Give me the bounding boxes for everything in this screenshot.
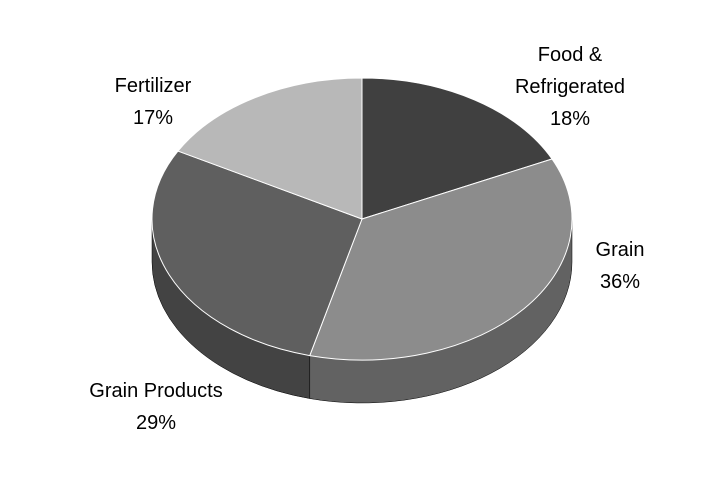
slice xyxy=(151,150,363,357)
slice xyxy=(309,158,573,361)
category-label: Fertilizer xyxy=(114,75,192,97)
category-label: Grain Products xyxy=(89,380,223,402)
value-label: 17% xyxy=(132,107,174,129)
slice-label: Food & Refrigerated 18% xyxy=(495,39,645,135)
slice xyxy=(361,77,553,220)
slice-label: Grain 36% xyxy=(596,234,645,298)
category-label: Food & Refrigerated xyxy=(514,44,626,98)
slice-label: Fertilizer 17% xyxy=(115,70,192,134)
value-label: 18% xyxy=(549,108,591,130)
slice xyxy=(177,77,363,220)
slice-label: Grain Products 29% xyxy=(89,375,222,439)
category-label: Grain xyxy=(595,239,645,261)
value-label: 36% xyxy=(599,271,641,293)
value-label: 29% xyxy=(135,412,177,434)
